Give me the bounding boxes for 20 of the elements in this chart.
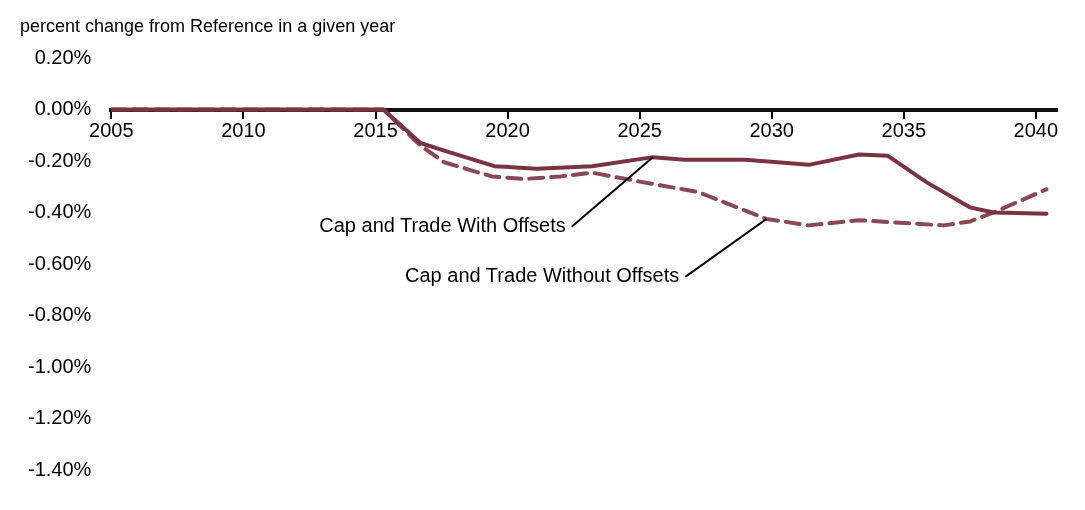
y-tick-label: -1.40% [27,457,92,480]
y-tick-label: -1.20% [27,406,92,429]
y-axis-title: percent change from Reference in a given year [20,15,396,36]
y-tick-label: -1.00% [27,354,92,377]
x-tick-label: 2005 [89,119,134,142]
x-tick-label: 2020 [485,119,530,142]
y-tick-label: -0.40% [27,200,92,223]
x-tick-label: 2030 [749,119,794,142]
x-tick-label: 2035 [881,119,927,142]
x-tick-label: 2025 [617,119,662,142]
y-tick-label: -0.80% [27,303,92,326]
x-tick-label: 2010 [221,119,266,142]
y-tick-label: 0.20% [34,45,92,68]
x-tick-label: 2040 [1013,119,1059,142]
text: Cap and Trade Without Offsets [405,264,680,287]
text: Cap and Trade With Offsets [319,214,566,237]
y-tick-label: -0.60% [27,251,92,274]
y-tick-label: -0.20% [27,148,92,171]
y-tick-label: 0.00% [34,97,92,120]
x-tick-label: 2015 [353,119,398,142]
